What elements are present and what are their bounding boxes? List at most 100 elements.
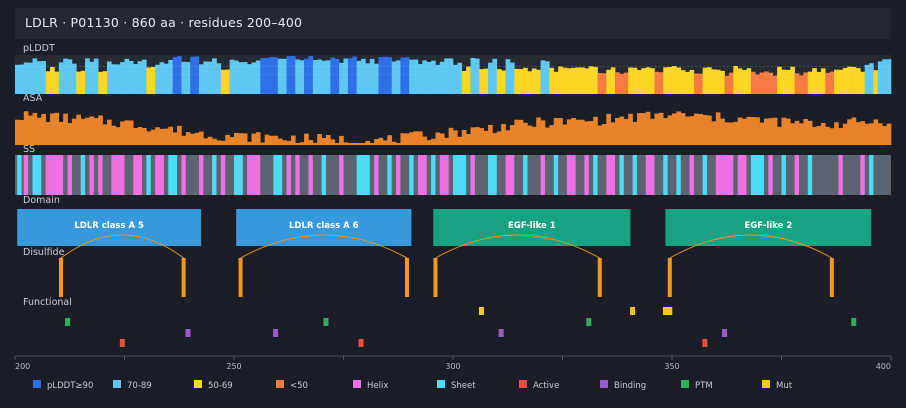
- plddt-bar: [19, 64, 25, 94]
- asa-bar: [238, 133, 244, 145]
- plddt-bar: [312, 59, 318, 94]
- plddt-bar: [553, 71, 559, 94]
- asa-bar: [860, 121, 866, 145]
- plddt-bar: [527, 71, 533, 94]
- plddt-bar: [855, 68, 861, 94]
- header-bar: LDLR · P01130 · 860 aa · residues 200–40…: [15, 8, 891, 39]
- asa-bar: [772, 117, 778, 145]
- asa-bar: [325, 135, 331, 145]
- legend-swatch: [600, 380, 608, 388]
- plddt-bar: [632, 67, 638, 94]
- ss-sheet-segment: [32, 155, 42, 195]
- asa-bar: [584, 121, 590, 145]
- plddt-bar: [790, 66, 795, 94]
- asa-bar: [615, 117, 620, 145]
- asa-bar: [444, 137, 449, 145]
- plddt-bar: [124, 58, 130, 94]
- functional-binding-marker: [498, 329, 504, 337]
- plddt-bar: [317, 59, 322, 94]
- ss-helix-segment: [374, 155, 379, 195]
- plddt-bar: [347, 58, 353, 94]
- asa-bar: [203, 138, 209, 145]
- asa-bar: [225, 134, 230, 145]
- asa-bar: [663, 118, 668, 145]
- plddt-bar: [755, 74, 760, 94]
- asa-bar: [365, 140, 371, 145]
- plddt-bar: [689, 69, 695, 94]
- plddt-bar: [330, 57, 336, 94]
- asa-bar: [181, 135, 187, 145]
- ss-helix-segment: [247, 155, 261, 195]
- x-axis-tick-label: 200: [15, 362, 30, 371]
- plddt-bar: [663, 67, 668, 94]
- plddt-bar: [707, 67, 712, 94]
- plddt-bar: [378, 56, 384, 94]
- asa-bar: [264, 134, 270, 145]
- asa-bar: [102, 124, 108, 145]
- ss-sheet-segment: [663, 155, 668, 195]
- asa-bar: [527, 125, 533, 145]
- plddt-bar: [198, 64, 204, 94]
- asa-bar: [799, 123, 804, 145]
- plddt-bar: [672, 66, 677, 94]
- asa-bar: [803, 119, 809, 145]
- track-label-disulfide: Disulfide: [23, 247, 65, 258]
- plddt-bar: [562, 67, 568, 94]
- plddt-bar: [702, 67, 708, 94]
- asa-bar: [720, 118, 725, 145]
- plddt-bar: [255, 60, 261, 94]
- asa-bar: [628, 113, 633, 145]
- asa-bar: [715, 112, 721, 145]
- asa-bar: [277, 138, 283, 145]
- plddt-bar: [645, 67, 651, 94]
- domain-track: LDLR class A 5 LDLR class A 6 EGF-like 1 EG…: [17, 209, 872, 246]
- plddt-bar: [658, 72, 664, 94]
- asa-bar: [216, 140, 222, 145]
- asa-bar: [834, 122, 839, 145]
- plddt-bar: [422, 60, 428, 94]
- plddt-bar: [877, 61, 883, 94]
- asa-bar: [159, 128, 165, 145]
- asa-bar: [128, 120, 134, 145]
- asa-bar: [19, 120, 25, 145]
- plddt-bar: [142, 59, 147, 94]
- plddt-bar: [115, 64, 121, 94]
- ss-sheet-segment: [273, 155, 283, 195]
- plddt-bar: [102, 71, 108, 94]
- asa-bar: [746, 116, 752, 145]
- disulfide-cys-marker: [58, 258, 63, 297]
- plddt-bar: [549, 67, 555, 94]
- legend-swatch: [113, 380, 121, 388]
- plddt-bar: [295, 59, 300, 94]
- plddt-bar: [190, 56, 195, 94]
- ss-helix-segment: [181, 155, 186, 195]
- asa-bar: [413, 131, 419, 145]
- asa-bar: [842, 123, 848, 145]
- functional-active-marker: [119, 339, 125, 347]
- x-axis: 200 250 300 350 400: [14, 355, 892, 371]
- ss-helix-segment: [45, 155, 64, 195]
- ss-sheet-segment: [488, 155, 497, 195]
- asa-bar: [763, 118, 769, 145]
- plddt-bar: [120, 62, 125, 94]
- ss-helix-segment: [860, 155, 865, 195]
- asa-bar: [453, 130, 458, 145]
- asa-bar: [724, 122, 730, 145]
- legend-swatch: [276, 380, 284, 388]
- functional-ptm-marker: [65, 318, 71, 326]
- asa-bar: [619, 116, 625, 145]
- asa-bar: [540, 120, 546, 145]
- asa-bar: [177, 125, 182, 145]
- asa-bar: [63, 113, 68, 145]
- asa-bar: [654, 113, 660, 145]
- asa-bar: [667, 115, 673, 145]
- asa-bar: [308, 140, 314, 145]
- plddt-bar: [417, 64, 423, 94]
- disulfide-cys-marker: [433, 258, 438, 297]
- x-axis-tick-label: 350: [664, 362, 679, 371]
- asa-bar: [698, 113, 703, 145]
- asa-bar: [247, 141, 252, 145]
- asa-bar: [755, 117, 760, 145]
- asa-bar: [742, 118, 747, 145]
